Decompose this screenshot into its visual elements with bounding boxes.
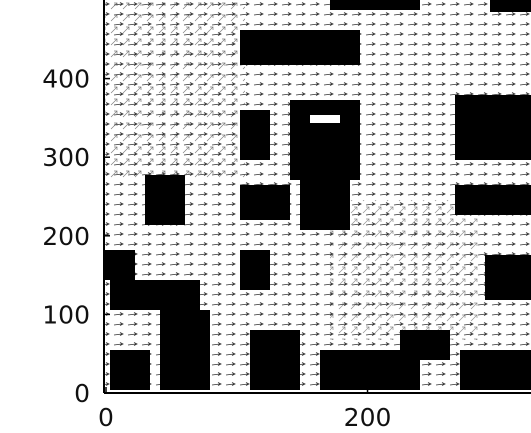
y-tick-label: 0 [74, 379, 90, 408]
x-tick-label: 200 [344, 403, 392, 432]
x-tick-label: 0 [98, 403, 114, 432]
field [105, 0, 531, 392]
page: 01002003004000200 (() => { const data = … [0, 0, 531, 433]
y-tick-label: 300 [42, 143, 90, 172]
y-tick-label: 400 [42, 65, 90, 94]
y-tick-label: 100 [42, 300, 90, 329]
chart: 0 100 200 300 400 0 200 [0, 0, 531, 433]
y-tick-label: 200 [42, 222, 90, 251]
